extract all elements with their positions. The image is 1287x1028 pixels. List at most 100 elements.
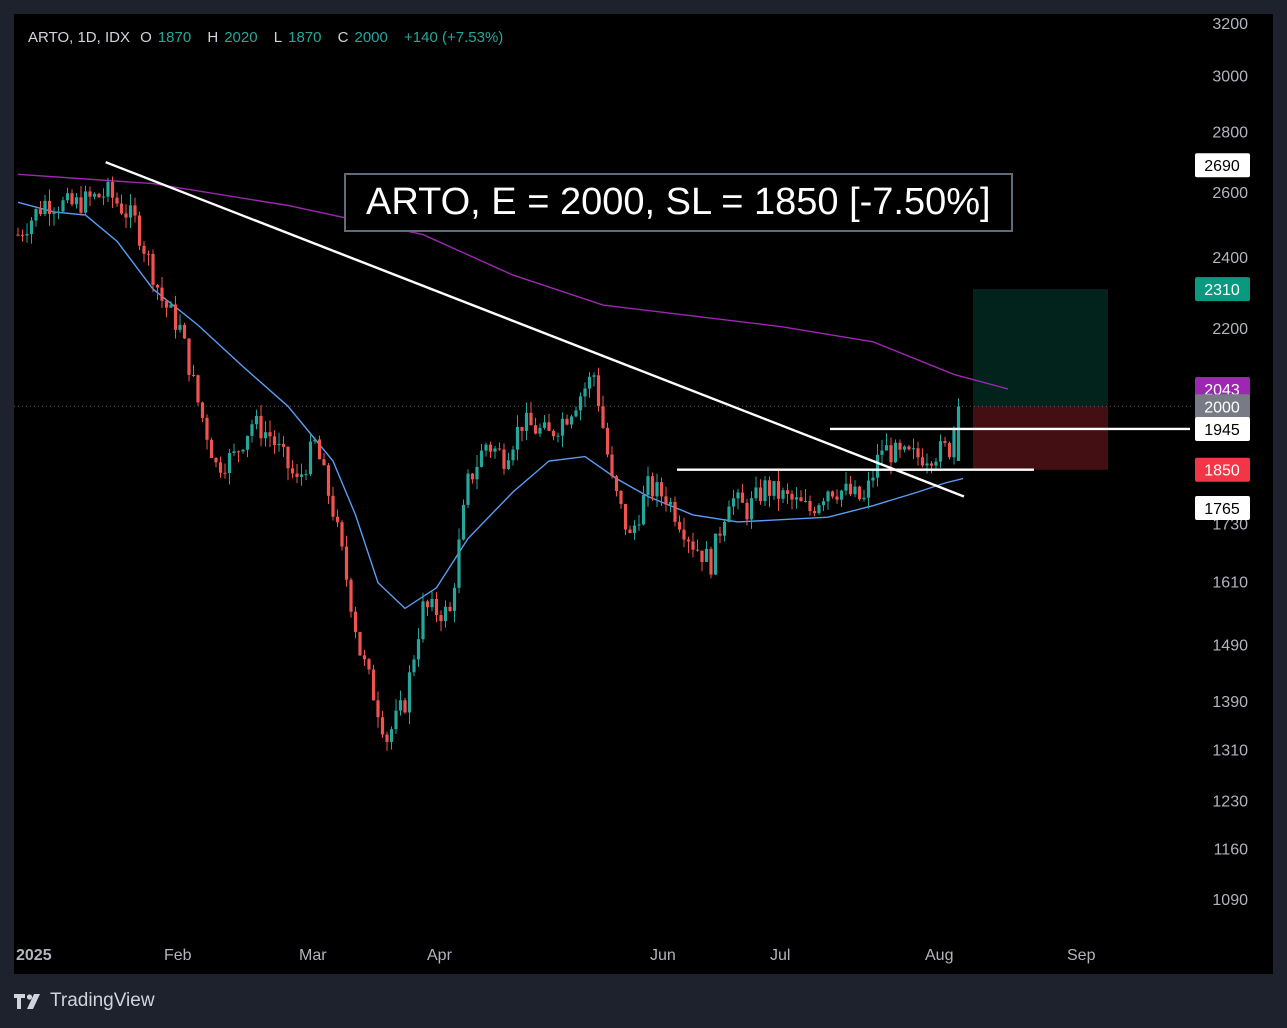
candle-body (776, 481, 781, 499)
candle-body (731, 498, 736, 507)
candle-body (943, 441, 947, 444)
candle-body (128, 205, 133, 218)
candle-body (362, 655, 367, 660)
candle-body (637, 524, 641, 526)
candle-body (497, 448, 502, 450)
tradingview-logo-icon (14, 994, 40, 1009)
candle-body (79, 197, 83, 213)
candle-body (565, 418, 569, 425)
candle-body (772, 481, 776, 496)
candle-body (592, 375, 596, 377)
candle-body (794, 497, 799, 500)
candle-body (466, 473, 470, 505)
candle-body (704, 548, 709, 562)
candle-body (664, 496, 668, 505)
legend-change: +140 (+7.53%) (404, 29, 504, 46)
tradingview-brand[interactable]: TradingView (14, 990, 155, 1012)
candle-body (137, 215, 142, 246)
candle-body (817, 505, 821, 514)
candle-body (65, 193, 70, 201)
x-tick-label: Apr (427, 947, 453, 964)
candle-body (331, 495, 335, 517)
candle-body (835, 496, 839, 500)
candle-body (902, 446, 907, 450)
candle-body (200, 402, 205, 418)
candle-body (110, 181, 115, 198)
price-label-box (1195, 153, 1250, 178)
x-tick-label: Sep (1067, 947, 1096, 964)
candle-body (115, 197, 119, 204)
candle-body (808, 500, 812, 512)
chart-frame[interactable]: 3200 3000 2800 2600 2400 2200 1730 1610 1490 1390… (14, 14, 1273, 974)
legend-low: 1870 (288, 29, 322, 46)
candle-body (700, 550, 704, 562)
candle-body (848, 483, 853, 495)
candle-body (646, 476, 650, 496)
candle-body (520, 426, 524, 431)
x-tick-label: Mar (299, 947, 327, 964)
candle-body (38, 209, 43, 215)
y-tick-label: 1090 (1212, 892, 1248, 909)
target-zone (973, 289, 1108, 407)
candle-body (479, 450, 484, 467)
candle-body (911, 448, 916, 450)
candle-body (457, 539, 461, 588)
candle-body (853, 486, 857, 495)
price-label: 1945 (1204, 422, 1240, 439)
candle-body (187, 338, 191, 375)
candle-body (929, 463, 934, 466)
candle-body (925, 463, 929, 466)
candle-body (403, 700, 407, 713)
candle-body (34, 209, 38, 221)
price-chart[interactable]: 3200 3000 2800 2600 2400 2200 1730 1610 1490 1390… (14, 14, 1273, 974)
candle-body (344, 546, 349, 580)
candle-body (952, 429, 956, 458)
candle-body (619, 490, 623, 505)
y-tick-label: 1310 (1212, 742, 1248, 759)
candle-body (560, 418, 565, 436)
candle-body (686, 539, 691, 542)
candle-body (124, 213, 128, 218)
candle-body (506, 460, 511, 469)
candle-body (749, 498, 754, 520)
candle-body (61, 200, 65, 212)
price-label: 2000 (1204, 399, 1240, 416)
candle-body (178, 324, 182, 330)
candle-body (538, 427, 542, 434)
legend-open: 1870 (157, 29, 192, 46)
candle-body (398, 700, 403, 711)
candle-body (254, 415, 259, 425)
candle-body (826, 491, 830, 502)
candle-body (628, 529, 632, 534)
y-tick-label: 1610 (1212, 575, 1248, 592)
price-label-box (1195, 394, 1250, 419)
candle-body (745, 502, 749, 520)
candle-body (97, 193, 101, 198)
candle-body (425, 601, 430, 608)
candle-body (88, 191, 92, 197)
candle-body (812, 511, 817, 514)
candle-body (92, 193, 97, 197)
candle-body (578, 396, 583, 411)
candle-body (461, 504, 466, 540)
candle-body (889, 445, 893, 463)
trade-annotation[interactable]: ARTO, E = 2000, SL = 1850 [-7.50%] (344, 173, 1013, 232)
candle-body (551, 430, 556, 437)
x-tick-label: Jun (650, 947, 676, 964)
candle-body (830, 491, 835, 497)
legend-close: 2000 (354, 29, 388, 46)
candle-body (416, 639, 421, 660)
candle-body (155, 284, 160, 288)
y-tick-label: 3200 (1212, 16, 1248, 33)
candle-body (839, 490, 844, 500)
y-tick-label: 2800 (1212, 125, 1248, 142)
candle-body (605, 427, 610, 455)
legend-high-label: H (207, 29, 219, 46)
candle-body (767, 480, 772, 496)
candle-body (790, 493, 794, 500)
candle-body (142, 245, 146, 254)
candle-body (191, 374, 196, 376)
candle-body (164, 300, 169, 308)
brand-name: TradingView (50, 990, 155, 1011)
candle-body (353, 611, 358, 633)
